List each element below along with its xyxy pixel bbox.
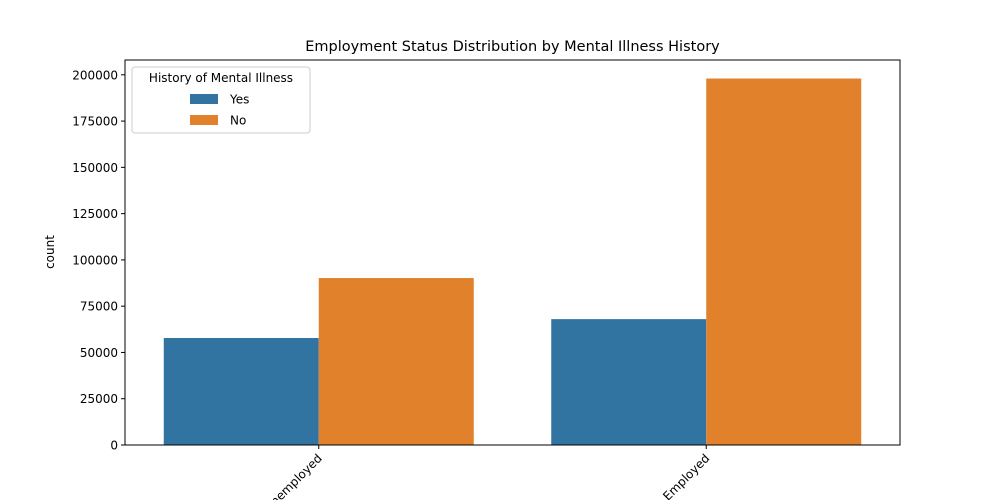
bar-no-unemployed — [318, 278, 474, 445]
y-tick-label: 25000 — [80, 392, 118, 406]
y-tick-label: 200000 — [72, 68, 118, 82]
y-tick-label: 100000 — [72, 253, 118, 267]
chart-title: Employment Status Distribution by Mental… — [305, 39, 720, 55]
legend-label-yes: Yes — [229, 93, 249, 107]
legend: History of Mental Illness Yes No — [131, 66, 311, 134]
legend-box — [131, 66, 311, 134]
y-axis: 0 25000 50000 75000 100000 125000 150000 175000… — [72, 68, 125, 453]
bar-yes-unemployed — [163, 338, 319, 445]
legend-swatch-yes — [190, 94, 218, 104]
y-axis-label: count — [43, 235, 57, 269]
y-tick-label: 0 — [110, 439, 118, 453]
bar-yes-employed — [551, 319, 707, 445]
y-tick-label: 150000 — [72, 161, 118, 175]
y-tick-label: 175000 — [72, 115, 118, 129]
legend-title: History of Mental Illness — [149, 71, 293, 85]
y-tick-label: 125000 — [72, 207, 118, 221]
bar-no-employed — [706, 78, 862, 445]
legend-label-no: No — [230, 114, 246, 128]
legend-swatch-no — [190, 115, 218, 125]
y-tick-label: 50000 — [80, 346, 118, 360]
plot-frame — [124, 59, 901, 446]
y-tick-label: 75000 — [80, 300, 118, 314]
bars-layer — [163, 78, 862, 445]
